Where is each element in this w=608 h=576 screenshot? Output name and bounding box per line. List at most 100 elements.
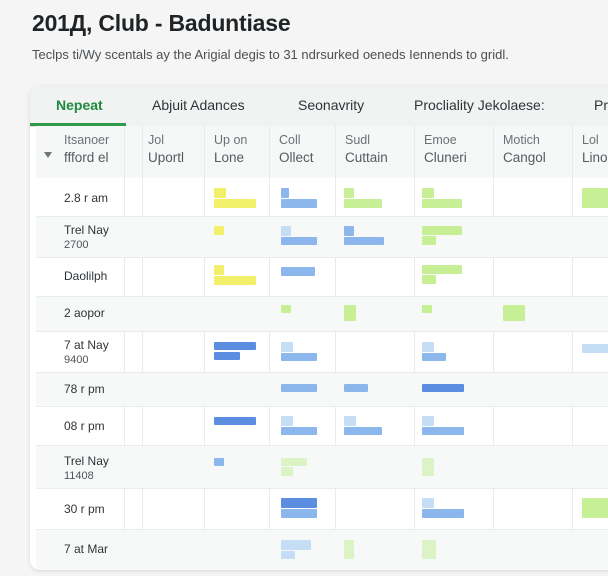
event-block[interactable] (422, 265, 462, 274)
column-header-line1: Sudl (345, 133, 371, 147)
event-block[interactable] (344, 416, 356, 426)
schedule-card: Nepeat Abjuit Adances Seonavrity Proclia… (30, 86, 608, 570)
table-row[interactable]: Daolilph (36, 258, 608, 296)
event-block[interactable] (422, 540, 436, 559)
row-label-line2: 9400 (64, 354, 89, 366)
event-block[interactable] (422, 509, 464, 518)
event-block[interactable] (281, 188, 289, 198)
page-title: 201Д, Club - Baduntiase (32, 10, 291, 36)
column-header-6[interactable]: Emoe Cluneri (424, 132, 467, 166)
event-block[interactable] (422, 236, 436, 245)
event-block[interactable] (422, 427, 464, 435)
row-divider (36, 331, 608, 332)
event-block[interactable] (422, 342, 434, 352)
event-block[interactable] (214, 352, 240, 360)
table-row[interactable]: Trel Nay 2700 (36, 217, 608, 257)
event-block[interactable] (214, 417, 256, 425)
event-block[interactable] (214, 265, 224, 275)
column-header-3[interactable]: Up on Lone (214, 132, 247, 166)
event-block[interactable] (281, 416, 293, 426)
event-block[interactable] (214, 188, 226, 198)
event-block[interactable] (582, 498, 608, 518)
column-header-5[interactable]: Sudl Cuttain (345, 132, 388, 166)
event-block[interactable] (344, 540, 354, 559)
event-block[interactable] (582, 188, 608, 208)
tab-pr[interactable]: Pr (594, 97, 608, 113)
column-header-2[interactable]: Jol Uportl (148, 132, 184, 166)
event-block[interactable] (214, 458, 224, 466)
table-row[interactable]: 2 aopor (36, 297, 608, 331)
column-divider (269, 126, 270, 570)
event-block[interactable] (344, 384, 368, 392)
event-block[interactable] (281, 384, 317, 392)
event-block[interactable] (422, 353, 446, 361)
column-header-4[interactable]: Coll Ollect (279, 132, 314, 166)
row-time-label: Daolilph (64, 269, 107, 284)
table-row[interactable]: 7 at Mar (36, 530, 608, 570)
event-block[interactable] (344, 237, 384, 245)
event-block[interactable] (422, 275, 436, 284)
event-block[interactable] (281, 226, 291, 236)
event-block[interactable] (281, 458, 307, 466)
event-block[interactable] (281, 237, 317, 245)
active-tab-indicator (30, 123, 126, 126)
table-row[interactable]: 78 r pm (36, 373, 608, 406)
table-row[interactable]: 30 r pm (36, 489, 608, 529)
row-divider (36, 406, 608, 407)
table-row[interactable]: 7 at Nay 9400 (36, 332, 608, 372)
column-header-line2: Ollect (279, 150, 314, 165)
column-divider (124, 126, 125, 570)
column-header-7[interactable]: Motich Cangol (503, 132, 546, 166)
column-divider (572, 126, 573, 570)
event-block[interactable] (422, 305, 432, 313)
event-block[interactable] (281, 551, 295, 559)
row-time-label: 7 at Nay 9400 (64, 338, 109, 368)
event-block[interactable] (281, 305, 291, 313)
tab-abjuit-adances[interactable]: Abjuit Adances (152, 97, 245, 113)
event-block[interactable] (422, 498, 434, 508)
row-label-line1: Daolilph (64, 269, 108, 283)
event-block[interactable] (281, 427, 317, 435)
column-header-1[interactable]: Itsanoer ffford el (64, 132, 109, 166)
event-block[interactable] (422, 188, 434, 198)
event-block[interactable] (281, 467, 293, 476)
event-block[interactable] (422, 458, 434, 476)
event-block[interactable] (214, 226, 224, 235)
sort-down-icon[interactable] (44, 152, 52, 158)
event-block[interactable] (281, 540, 311, 550)
table-row[interactable]: 2.8 r am (36, 178, 608, 216)
event-block[interactable] (503, 305, 525, 321)
event-block[interactable] (422, 384, 464, 392)
event-block[interactable] (422, 199, 462, 208)
column-divider (414, 126, 415, 570)
tab-nepeat[interactable]: Nepeat (56, 97, 103, 113)
event-block[interactable] (214, 342, 256, 350)
row-label-line1: 7 at Mar (64, 542, 109, 556)
column-header-line2: Lino (582, 150, 608, 165)
tab-seonavrity[interactable]: Seonavrity (298, 97, 365, 113)
event-block[interactable] (344, 226, 354, 236)
event-block[interactable] (422, 416, 434, 426)
event-block[interactable] (214, 199, 256, 208)
event-block[interactable] (281, 342, 293, 352)
table-row[interactable]: Trel Nay 11408 (36, 446, 608, 488)
event-block[interactable] (344, 427, 382, 435)
event-block[interactable] (422, 226, 462, 235)
event-block[interactable] (281, 353, 317, 361)
event-block[interactable] (582, 344, 608, 353)
event-block[interactable] (344, 305, 356, 321)
event-block[interactable] (281, 498, 317, 508)
tab-procliality[interactable]: Procliality Jekolaese: (414, 97, 545, 113)
event-block[interactable] (214, 276, 256, 285)
event-block[interactable] (344, 199, 382, 208)
event-block[interactable] (344, 188, 354, 198)
table-row[interactable]: 08 r pm (36, 407, 608, 445)
column-header-8[interactable]: Lol Lino (582, 132, 608, 166)
event-block[interactable] (281, 509, 317, 518)
row-time-label: 2 aopor (64, 306, 105, 321)
column-header-line2: ffford el (64, 150, 109, 165)
column-header-line1: Coll (279, 133, 301, 147)
row-time-label: 30 r pm (64, 502, 105, 517)
event-block[interactable] (281, 267, 315, 276)
event-block[interactable] (281, 199, 317, 208)
